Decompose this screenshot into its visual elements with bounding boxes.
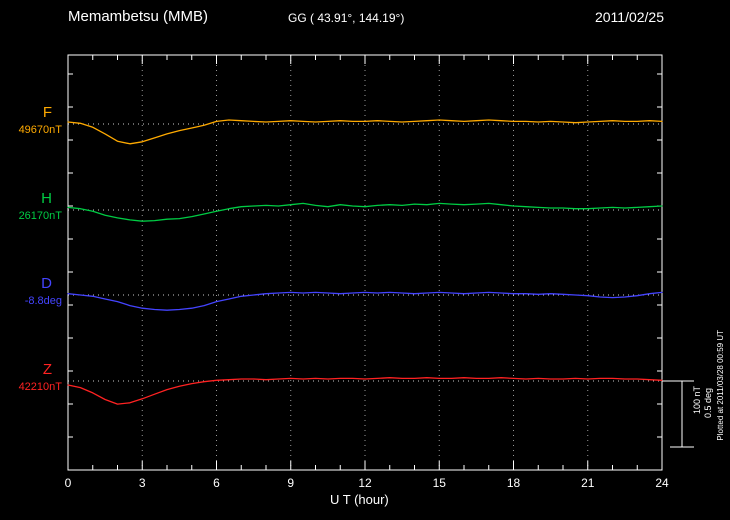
station-title: Memambetsu (MMB) <box>68 8 209 25</box>
x-tick-label-3: 3 <box>138 476 146 490</box>
x-tick-label-9: 9 <box>287 476 295 490</box>
trace-d <box>67 291 663 311</box>
trace-f <box>67 119 663 145</box>
series-label-z: Z <box>42 361 52 378</box>
scale-bar-label-deg: 0.5 deg <box>703 388 713 419</box>
plot-frame <box>67 54 663 471</box>
x-tick-label-6: 6 <box>213 476 220 490</box>
series-label-h: H <box>41 190 52 207</box>
plotted-at-note: Plotted at 2011/03/28 00:59 UT <box>716 330 725 441</box>
x-tick-label-12: 12 <box>358 476 372 490</box>
x-tick-label-21: 21 <box>581 476 595 490</box>
date-label: 2011/02/25 <box>594 9 664 25</box>
x-tick-label-24: 24 <box>655 476 669 490</box>
x-tick-label-15: 15 <box>432 476 446 490</box>
series-baseline-z: 42210nT <box>18 381 62 393</box>
station-coords-label: GG ( 43.91°, 144.19°) <box>288 11 405 25</box>
series-label-d: D <box>41 275 52 292</box>
x-axis-label: U T (hour) <box>330 492 389 507</box>
x-tick-label-0: 0 <box>64 476 72 490</box>
trace-z <box>67 377 663 405</box>
series-baseline-h: 26170nT <box>18 210 62 222</box>
series-baseline-f: 49670nT <box>18 124 62 136</box>
x-tick-label-18: 18 <box>506 476 521 490</box>
series-label-f: F <box>42 104 52 121</box>
trace-h <box>67 202 663 222</box>
series-baseline-d: -8.8deg <box>24 295 62 307</box>
scale-bar-label-nt: 100 nT <box>692 386 702 415</box>
